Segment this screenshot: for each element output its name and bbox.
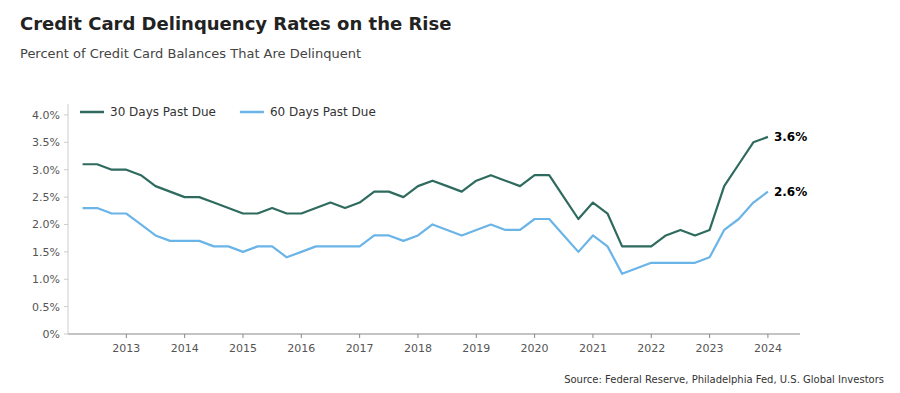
- plot-area: [83, 137, 768, 274]
- y-tick-label: 3.5%: [32, 136, 60, 149]
- x-tick: [417, 334, 418, 338]
- end-label: 2.6%: [774, 185, 807, 199]
- y-tick-label: 0.5%: [32, 301, 60, 314]
- x-tick-label: 2015: [229, 342, 257, 355]
- x-tick: [651, 334, 652, 338]
- y-tick: [64, 224, 68, 225]
- y-tick: [64, 306, 68, 307]
- chart: Credit Card Delinquency Rates on the Ris…: [0, 0, 900, 393]
- y-tick: [64, 251, 68, 252]
- x-tick: [592, 334, 593, 338]
- x-tick-label: 2018: [404, 342, 432, 355]
- y-tick-label: 0%: [43, 328, 60, 341]
- y-tick: [64, 334, 68, 335]
- x-tick-label: 2013: [112, 342, 140, 355]
- y-tick-label: 2.5%: [32, 191, 60, 204]
- legend-entry: 60 Days Past Due: [270, 105, 376, 119]
- y-tick: [64, 142, 68, 143]
- x-tick-label: 2019: [462, 342, 490, 355]
- source: Source: Federal Reserve, Philadelphia Fe…: [564, 374, 884, 385]
- y-tick-label: 3.0%: [32, 164, 60, 177]
- x-tick: [184, 334, 185, 338]
- y-tick-label: 1.0%: [32, 273, 60, 286]
- x-tick-label: 2021: [579, 342, 607, 355]
- x-tick-label: 2020: [521, 342, 549, 355]
- y-tick-label: 2.0%: [32, 218, 60, 231]
- x-tick: [767, 334, 768, 338]
- title: Credit Card Delinquency Rates on the Ris…: [20, 13, 451, 34]
- x-axis-line: [68, 334, 800, 335]
- x-tick-label: 2024: [754, 342, 782, 355]
- x-tick: [359, 334, 360, 338]
- y-tick: [64, 279, 68, 280]
- x-tick: [126, 334, 127, 338]
- x-tick-label: 2022: [637, 342, 665, 355]
- legend-swatch: [240, 111, 264, 114]
- y-tick-label: 4.0%: [32, 109, 60, 122]
- legend-entry: 30 Days Past Due: [110, 105, 216, 119]
- y-tick: [64, 197, 68, 198]
- subtitle: Percent of Credit Card Balances That Are…: [20, 46, 361, 61]
- x-tick: [534, 334, 535, 338]
- x-tick: [301, 334, 302, 338]
- y-tick-label: 1.5%: [32, 246, 60, 259]
- x-tick-label: 2023: [696, 342, 724, 355]
- x-tick-label: 2014: [171, 342, 199, 355]
- y-tick: [64, 114, 68, 115]
- x-tick: [242, 334, 243, 338]
- line-series: [83, 192, 768, 274]
- x-tick: [709, 334, 710, 338]
- legend-swatch: [80, 111, 104, 114]
- y-axis-line: [68, 104, 69, 334]
- x-tick-label: 2017: [346, 342, 374, 355]
- x-tick: [476, 334, 477, 338]
- x-tick-label: 2016: [287, 342, 315, 355]
- end-label: 3.6%: [774, 130, 807, 144]
- y-tick: [64, 169, 68, 170]
